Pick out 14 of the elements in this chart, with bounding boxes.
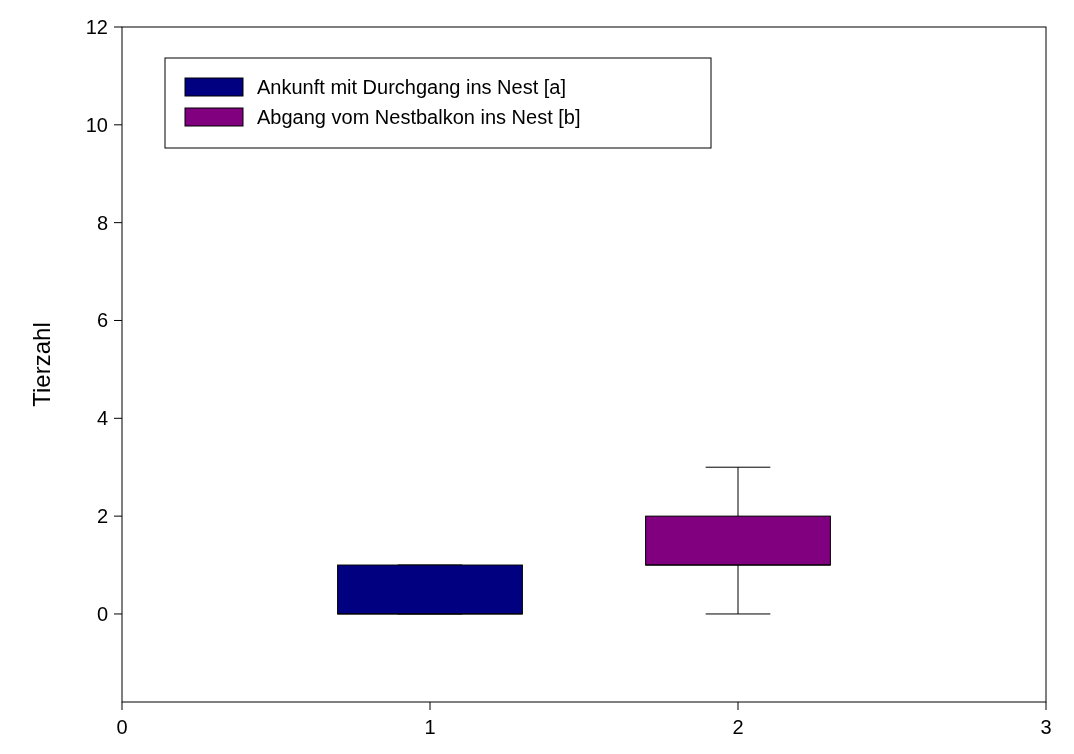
x-tick-label: 3 [1040,716,1052,738]
y-tick-label: 4 [96,407,108,430]
legend-label: Abgang vom Nestbalkon ins Nest [b] [257,106,581,128]
y-axis-title: Tierzahl [28,322,55,407]
legend-label: Ankunft mit Durchgang ins Nest [a] [257,76,567,98]
x-tick-label: 1 [424,716,436,738]
y-tick-label: 2 [96,505,108,528]
x-tick-label: 0 [116,716,128,738]
y-tick-label: 10 [85,113,108,136]
x-tick-label: 2 [732,716,744,738]
y-tick-label: 0 [96,602,108,625]
y-tick-label: 12 [85,16,108,38]
y-tick-label: 8 [96,211,108,234]
y-tick-label: 6 [96,309,108,332]
